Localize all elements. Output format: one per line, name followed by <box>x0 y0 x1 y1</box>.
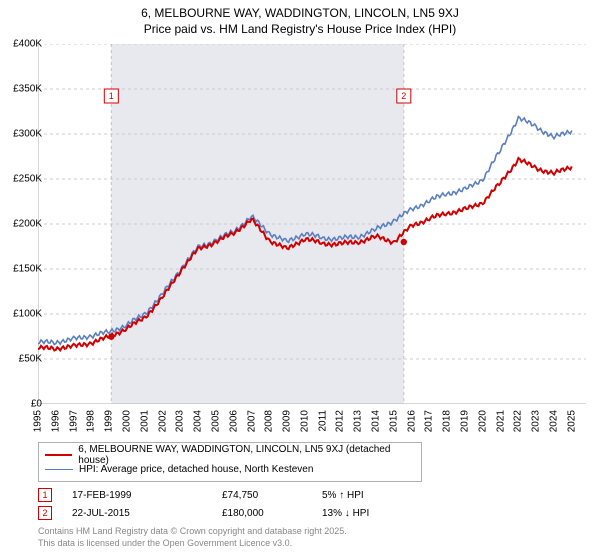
x-tick-label: 2012 <box>335 410 346 432</box>
x-tick-label: 1995 <box>33 410 44 432</box>
x-tick-label: 1998 <box>86 410 97 432</box>
legend-item-price-paid: 6, MELBOURNE WAY, WADDINGTON, LINCOLN, L… <box>45 447 415 462</box>
y-tick-label: £400K <box>13 39 42 50</box>
legend-label-hpi: HPI: Average price, detached house, Nort… <box>79 464 313 475</box>
title-line2: Price paid vs. HM Land Registry's House … <box>0 22 600 36</box>
x-tick-label: 2022 <box>513 410 524 432</box>
legend-swatch-price-paid <box>45 454 72 456</box>
x-tick-label: 2014 <box>371 410 382 432</box>
y-tick-label: £50K <box>19 354 42 365</box>
x-tick-label: 2005 <box>210 410 221 432</box>
y-tick-label: £300K <box>13 129 42 140</box>
svg-text:1: 1 <box>109 91 114 101</box>
x-tick-label: 2001 <box>139 410 150 432</box>
sales-table: 1 17-FEB-1999 £74,750 5% ↑ HPI 2 22-JUL-… <box>38 486 422 522</box>
x-tick-label: 2025 <box>566 410 577 432</box>
y-tick-label: £350K <box>13 84 42 95</box>
legend-label-price-paid: 6, MELBOURNE WAY, WADDINGTON, LINCOLN, L… <box>78 444 415 466</box>
legend-swatch-hpi <box>45 469 73 471</box>
sales-row-2: 2 22-JUL-2015 £180,000 13% ↓ HPI <box>38 504 422 522</box>
y-tick-label: £0 <box>31 399 42 410</box>
x-tick-label: 2019 <box>460 410 471 432</box>
x-tick-label: 2006 <box>228 410 239 432</box>
x-tick-label: 2017 <box>424 410 435 432</box>
x-tick-label: 2011 <box>317 410 328 432</box>
sales-badge-1: 1 <box>38 488 52 502</box>
x-tick-label: 2010 <box>299 410 310 432</box>
x-tick-label: 2021 <box>495 410 506 432</box>
y-tick-label: £200K <box>13 219 42 230</box>
x-tick-label: 2018 <box>442 410 453 432</box>
sales-date-1: 17-FEB-1999 <box>72 490 222 501</box>
chart-area: 12 <box>38 44 586 404</box>
x-tick-label: 2016 <box>406 410 417 432</box>
y-tick-label: £150K <box>13 264 42 275</box>
y-tick-label: £100K <box>13 309 42 320</box>
x-tick-label: 2024 <box>548 410 559 432</box>
x-tick-label: 2008 <box>264 410 275 432</box>
x-tick-label: 2000 <box>121 410 132 432</box>
x-tick-label: 2007 <box>246 410 257 432</box>
x-tick-label: 2002 <box>157 410 168 432</box>
title-line1: 6, MELBOURNE WAY, WADDINGTON, LINCOLN, L… <box>0 6 600 20</box>
x-tick-label: 1997 <box>68 410 79 432</box>
x-tick-label: 2009 <box>282 410 293 432</box>
svg-text:2: 2 <box>401 91 406 101</box>
x-tick-label: 1999 <box>104 410 115 432</box>
sales-price-1: £74,750 <box>222 490 322 501</box>
x-tick-label: 1996 <box>50 410 61 432</box>
sales-price-2: £180,000 <box>222 508 322 519</box>
sales-date-2: 22-JUL-2015 <box>72 508 222 519</box>
chart-container: 6, MELBOURNE WAY, WADDINGTON, LINCOLN, L… <box>0 0 600 560</box>
sales-row-1: 1 17-FEB-1999 £74,750 5% ↑ HPI <box>38 486 422 504</box>
plot-svg: 12 <box>38 44 586 404</box>
title-block: 6, MELBOURNE WAY, WADDINGTON, LINCOLN, L… <box>0 0 600 36</box>
legend: 6, MELBOURNE WAY, WADDINGTON, LINCOLN, L… <box>38 442 422 482</box>
sales-diff-2: 13% ↓ HPI <box>322 508 422 519</box>
x-tick-label: 2020 <box>477 410 488 432</box>
footer: Contains HM Land Registry data © Crown c… <box>38 526 347 549</box>
x-tick-label: 2003 <box>175 410 186 432</box>
y-tick-label: £250K <box>13 174 42 185</box>
x-tick-label: 2013 <box>353 410 364 432</box>
x-tick-label: 2015 <box>388 410 399 432</box>
sales-badge-2: 2 <box>38 506 52 520</box>
footer-line2: This data is licensed under the Open Gov… <box>38 538 347 550</box>
sales-diff-1: 5% ↑ HPI <box>322 490 422 501</box>
footer-line1: Contains HM Land Registry data © Crown c… <box>38 526 347 538</box>
x-tick-label: 2023 <box>531 410 542 432</box>
x-tick-label: 2004 <box>193 410 204 432</box>
